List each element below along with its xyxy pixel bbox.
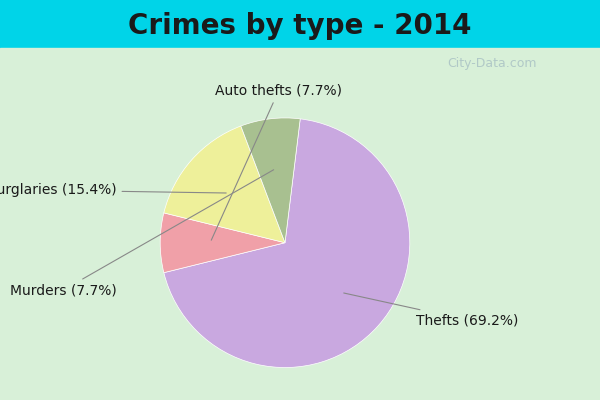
Wedge shape (241, 118, 300, 243)
Bar (0, 0, 600, 48)
Text: Crimes by type - 2014: Crimes by type - 2014 (128, 12, 472, 40)
Text: Burglaries (15.4%): Burglaries (15.4%) (0, 183, 226, 197)
Bar (0, 48, 600, 400)
Text: Auto thefts (7.7%): Auto thefts (7.7%) (211, 84, 342, 240)
Wedge shape (164, 126, 285, 243)
Text: Thefts (69.2%): Thefts (69.2%) (344, 293, 518, 327)
Text: Murders (7.7%): Murders (7.7%) (10, 170, 274, 297)
Wedge shape (160, 213, 285, 273)
Wedge shape (164, 119, 410, 368)
Text: City-Data.com: City-Data.com (447, 58, 537, 70)
